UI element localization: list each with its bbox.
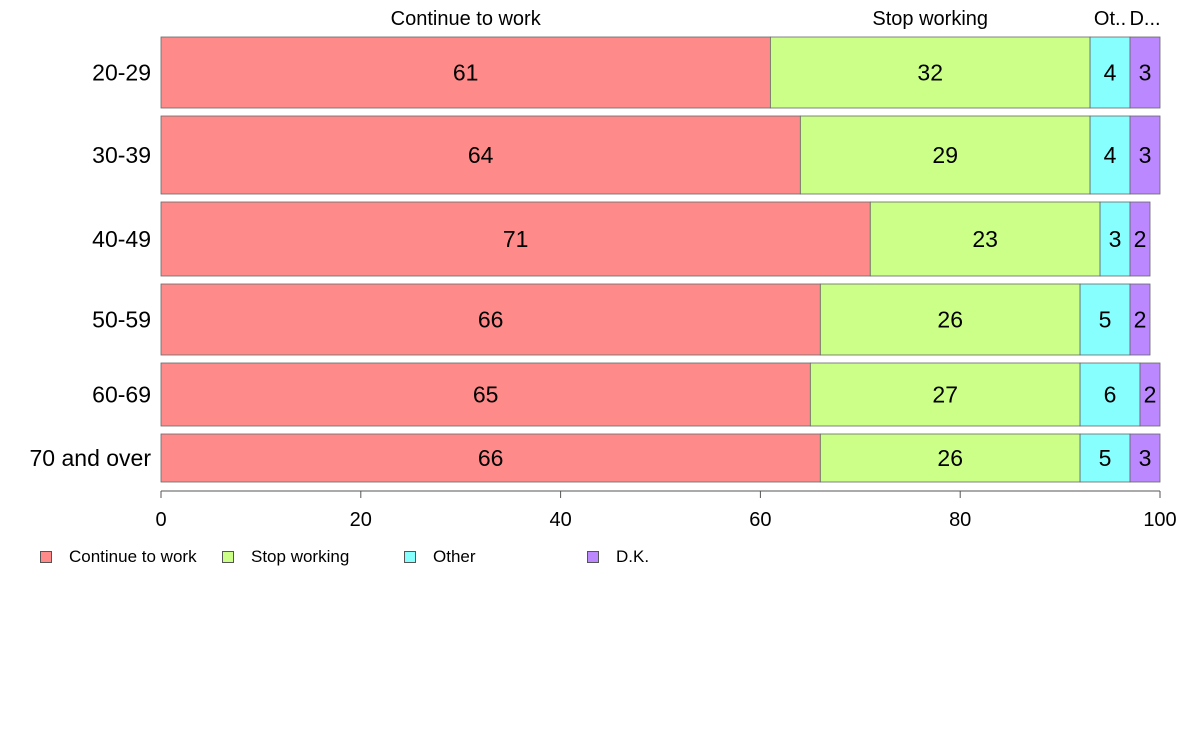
- top-label-other: Ot..: [1094, 8, 1126, 30]
- legend-swatch-other: [404, 551, 416, 563]
- y-tick-label-60-69: 60-69: [92, 382, 151, 408]
- bar-30-39-continue-to-work: [160, 115, 801, 195]
- bar-70-and-over-stop-working: [819, 433, 1081, 483]
- y-tick-label-50-59: 50-59: [92, 307, 151, 333]
- bar-60-69-other: [1079, 362, 1141, 427]
- x-tick-label-80: 80: [949, 509, 971, 531]
- x-tick-label-60: 60: [749, 509, 771, 531]
- legend-item-dk: D.K.: [587, 547, 649, 567]
- value-label-70-and-over-continue-to-work: 66: [478, 445, 504, 471]
- value-label-60-69-continue-to-work: 65: [473, 382, 499, 408]
- value-label-50-59-other: 5: [1099, 307, 1112, 333]
- value-label-20-29-continue-to-work: 61: [453, 60, 479, 86]
- value-label-40-49-other: 3: [1109, 226, 1122, 252]
- legend-label-other: Other: [433, 547, 476, 566]
- x-tick-label-0: 0: [155, 509, 166, 531]
- bar-20-29-other: [1089, 36, 1131, 109]
- y-tick-label-40-49: 40-49: [92, 226, 151, 252]
- bar-40-49-stop-working: [869, 201, 1101, 277]
- value-label-60-69-other: 6: [1104, 382, 1117, 408]
- x-tick-label-40: 40: [549, 509, 571, 531]
- bar-70-and-over-continue-to-work: [160, 433, 821, 483]
- bar-30-39-other: [1089, 115, 1131, 195]
- value-label-40-49-continue-to-work: 71: [503, 226, 529, 252]
- bar-20-29-continue-to-work: [160, 36, 771, 109]
- bar-60-69-d-k: [1139, 362, 1161, 427]
- value-label-30-39-stop-working: 29: [932, 142, 958, 168]
- value-label-50-59-d-k: 2: [1134, 307, 1147, 333]
- bar-50-59-stop-working: [819, 283, 1081, 356]
- top-label-continue-to-work: Continue to work: [391, 8, 542, 30]
- bar-50-59-other: [1079, 283, 1131, 356]
- value-label-20-29-other: 4: [1104, 60, 1117, 86]
- value-label-50-59-continue-to-work: 66: [478, 307, 504, 333]
- value-label-60-69-d-k: 2: [1144, 382, 1157, 408]
- legend-item-continue-to-work: Continue to work: [40, 547, 197, 567]
- value-label-70-and-over-other: 5: [1099, 445, 1112, 471]
- bar-20-29-d-k: [1129, 36, 1161, 109]
- bar-30-39-stop-working: [799, 115, 1091, 195]
- bar-30-39-d-k: [1129, 115, 1161, 195]
- y-tick-label-30-39: 30-39: [92, 142, 151, 168]
- legend-swatch-continue-to-work: [40, 551, 52, 563]
- bar-50-59-continue-to-work: [160, 283, 821, 356]
- legend-item-stop-working: Stop working: [222, 547, 349, 567]
- bar-50-59-d-k: [1129, 283, 1151, 356]
- bars-group: 61 32 4 364 29 4 371 23 3 266 26 5 265 27 6 266 26 5 3: [160, 36, 1161, 483]
- value-label-20-29-stop-working: 32: [917, 60, 943, 86]
- legend-item-other: Other: [404, 547, 476, 567]
- x-axis: 0 20 40 60 80 100: [155, 490, 1177, 531]
- legend-swatch-stop-working: [222, 551, 234, 563]
- value-label-30-39-d-k: 3: [1139, 142, 1152, 168]
- value-label-70-and-over-d-k: 3: [1139, 445, 1152, 471]
- top-label-stop-working: Stop working: [872, 8, 988, 30]
- value-label-40-49-stop-working: 23: [972, 226, 998, 252]
- bar-70-and-over-d-k: [1129, 433, 1161, 483]
- x-tick-label-20: 20: [350, 509, 372, 531]
- bar-20-29-stop-working: [769, 36, 1091, 109]
- value-label-50-59-stop-working: 26: [937, 307, 963, 333]
- bar-40-49-continue-to-work: [160, 201, 871, 277]
- y-tick-label-70-and-over: 70 and over: [30, 445, 152, 471]
- value-label-30-39-other: 4: [1104, 142, 1117, 168]
- value-label-40-49-d-k: 2: [1134, 226, 1147, 252]
- value-label-70-and-over-stop-working: 26: [937, 445, 963, 471]
- bar-40-49-d-k: [1129, 201, 1151, 277]
- legend-label-continue-to-work: Continue to work: [69, 547, 197, 566]
- y-axis-labels: 20-29 30-39 40-49 50-59 60-69 70 and over: [30, 60, 152, 472]
- x-tick-label-100: 100: [1143, 509, 1176, 531]
- top-label-d-k: D...: [1129, 8, 1160, 30]
- legend-label-stop-working: Stop working: [251, 547, 350, 566]
- value-label-60-69-stop-working: 27: [932, 382, 958, 408]
- y-tick-label-20-29: 20-29: [92, 60, 151, 86]
- top-labels: Continue to work Stop working Ot.. D...: [391, 8, 1161, 30]
- value-label-30-39-continue-to-work: 64: [468, 142, 494, 168]
- legend-label-dk: D.K.: [616, 547, 650, 566]
- legend-swatch-dk: [587, 551, 599, 563]
- value-label-20-29-d-k: 3: [1139, 60, 1152, 86]
